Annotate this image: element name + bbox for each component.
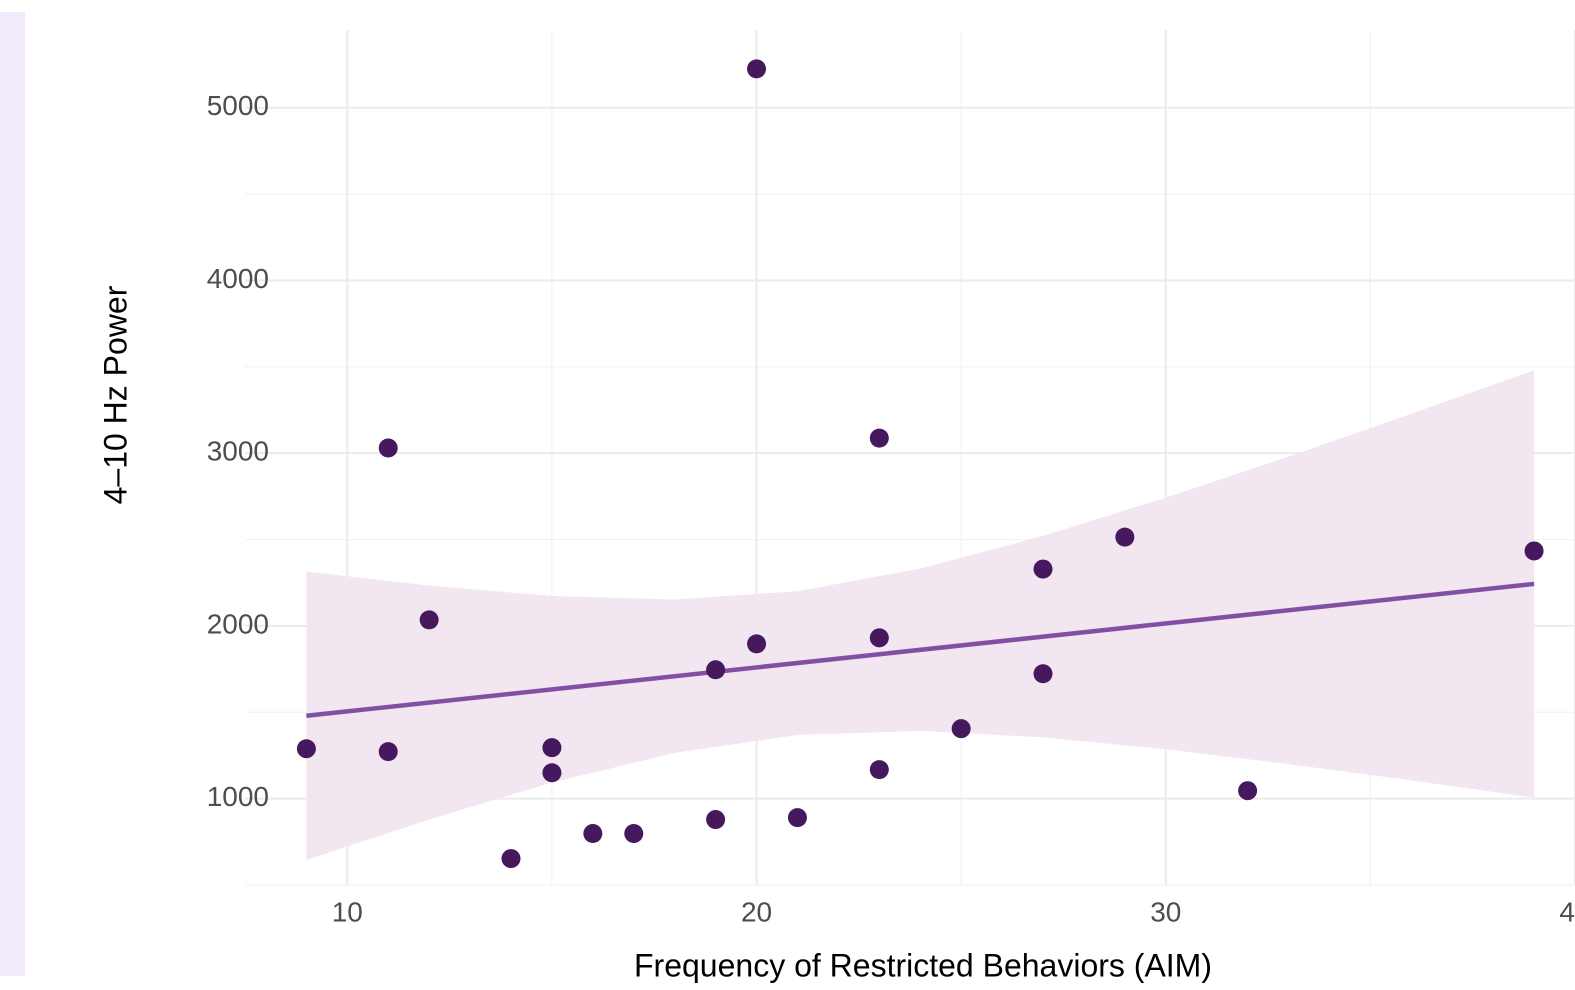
side-panel bbox=[0, 12, 25, 976]
y-tick-label: 4000 bbox=[207, 263, 269, 294]
x-tick-label: 20 bbox=[741, 896, 772, 927]
x-tick-label: 40 bbox=[1559, 896, 1575, 927]
point bbox=[951, 719, 971, 739]
y-axis-title: 4–10 Hz Power bbox=[97, 285, 133, 504]
trend-line bbox=[306, 581, 1535, 718]
x-tick-label: 10 bbox=[332, 896, 363, 927]
point bbox=[747, 59, 767, 79]
y-tick-label: 2000 bbox=[207, 608, 269, 639]
point bbox=[1115, 527, 1135, 547]
point bbox=[1238, 781, 1258, 801]
point bbox=[583, 824, 603, 844]
point bbox=[869, 760, 889, 780]
y-tick-label: 3000 bbox=[207, 436, 269, 467]
point bbox=[706, 660, 726, 680]
point bbox=[624, 824, 644, 844]
point bbox=[542, 738, 562, 758]
point bbox=[869, 428, 889, 448]
x-tick-label: 30 bbox=[1150, 896, 1181, 927]
point bbox=[787, 808, 807, 828]
point bbox=[378, 438, 398, 458]
point bbox=[1524, 541, 1544, 561]
x-axis-title: Frequency of Restricted Behaviors (AIM) bbox=[634, 947, 1212, 983]
point bbox=[296, 739, 316, 759]
point bbox=[869, 628, 889, 648]
point bbox=[1033, 559, 1053, 579]
point bbox=[378, 742, 398, 762]
point bbox=[419, 610, 439, 630]
point bbox=[706, 810, 726, 830]
point bbox=[542, 763, 562, 783]
confidence-band bbox=[306, 370, 1535, 860]
point bbox=[747, 634, 767, 654]
y-tick-label: 1000 bbox=[207, 781, 269, 812]
point bbox=[501, 849, 521, 869]
point bbox=[1033, 664, 1053, 684]
y-tick-label: 5000 bbox=[207, 90, 269, 121]
